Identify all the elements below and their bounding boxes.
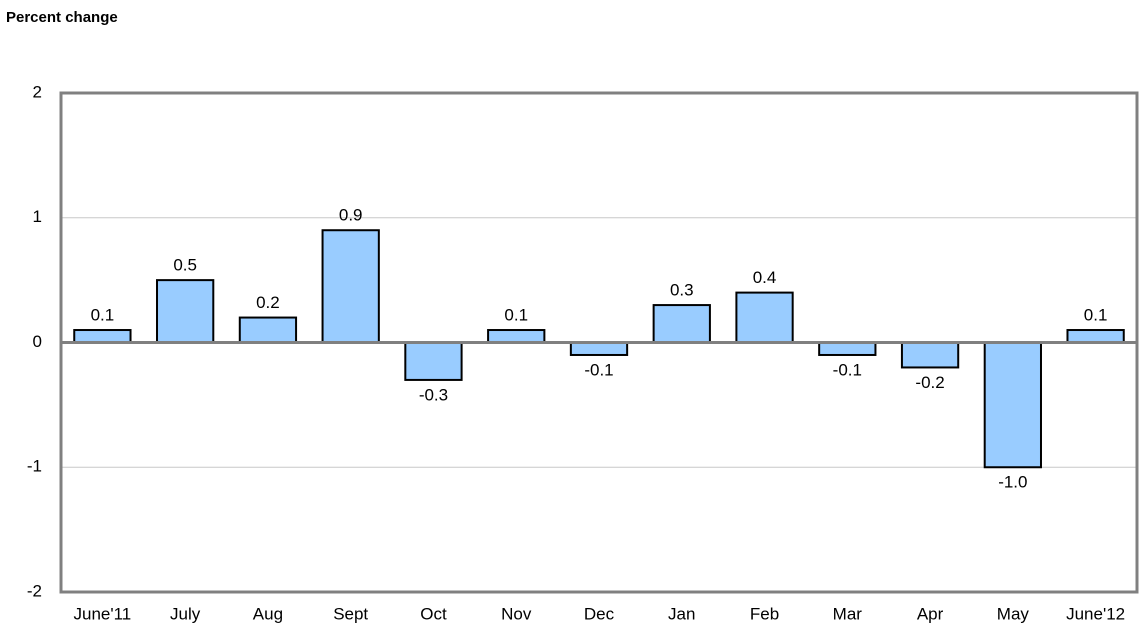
data-label: -0.2 [915, 373, 944, 392]
x-tick-label: Nov [501, 604, 532, 623]
bar [818, 341, 877, 356]
x-tick-label: May [997, 604, 1030, 623]
x-tick-label: June'12 [1066, 604, 1125, 623]
chart-title: Percent change [6, 9, 118, 26]
data-label: -0.3 [419, 385, 448, 404]
x-tick-label: Aug [253, 604, 283, 623]
bar [238, 316, 298, 344]
data-label: -0.1 [584, 360, 613, 379]
bar [487, 329, 546, 344]
data-label: -0.1 [833, 360, 862, 379]
bar [1066, 329, 1125, 344]
y-tick-label: 1 [33, 207, 42, 226]
y-tick-label: 2 [33, 82, 42, 101]
y-tick-label: 0 [33, 332, 42, 351]
x-tick-label: Oct [420, 604, 447, 623]
bar [321, 229, 380, 344]
bar [73, 329, 132, 344]
bar [652, 304, 711, 344]
data-label: 0.3 [670, 281, 694, 300]
x-tick-label: July [170, 604, 201, 623]
data-label: 0.9 [339, 206, 363, 225]
x-tick-label: Sept [333, 604, 368, 623]
data-label: 0.2 [256, 293, 280, 312]
data-label: 0.1 [504, 306, 528, 325]
bar [156, 279, 215, 344]
plot-border [59, 91, 1139, 594]
x-tick-label: Feb [750, 604, 779, 623]
bar [735, 291, 794, 344]
x-tick-label: June'11 [74, 604, 132, 623]
bar [983, 341, 1042, 469]
x-tick-label: Mar [833, 604, 863, 623]
data-label: 0.5 [173, 256, 197, 275]
x-tick-label: Jan [668, 604, 695, 623]
y-tick-label: -2 [27, 581, 42, 600]
x-tick-label: Dec [584, 604, 615, 623]
data-label: 0.1 [91, 306, 115, 325]
bar [569, 341, 629, 356]
data-label: 0.4 [753, 268, 777, 287]
bar [404, 341, 463, 381]
bar [900, 341, 960, 369]
data-label: 0.1 [1084, 306, 1108, 325]
data-label: -1.0 [998, 473, 1027, 492]
y-tick-label: -1 [27, 457, 42, 476]
x-tick-label: Apr [917, 604, 944, 623]
